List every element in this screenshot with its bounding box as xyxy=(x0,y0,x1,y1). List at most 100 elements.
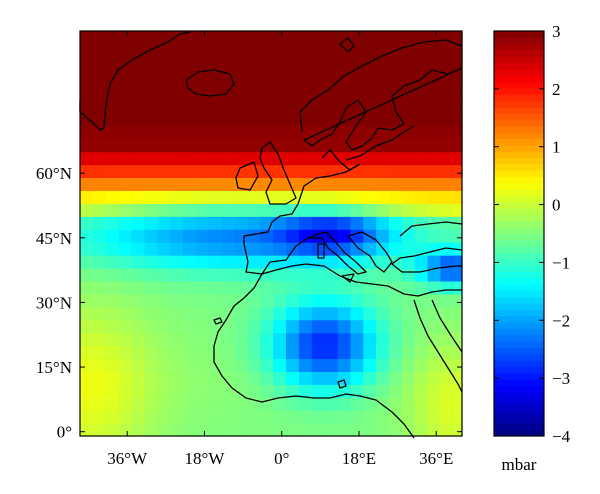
field-cell xyxy=(414,358,429,372)
field-cell xyxy=(324,35,339,49)
field-cell xyxy=(427,319,442,334)
colorbar-swatch xyxy=(494,94,544,102)
field-cell xyxy=(363,397,377,411)
colorbar-swatch xyxy=(494,214,544,222)
field-cell xyxy=(131,280,145,295)
field-cell xyxy=(92,397,107,411)
field-cell xyxy=(105,280,120,295)
field-cell xyxy=(131,229,145,243)
field-cell xyxy=(183,87,197,101)
field-cell xyxy=(105,35,120,49)
field-cell xyxy=(376,164,390,179)
field-cell xyxy=(350,242,364,256)
colorbar-swatch xyxy=(494,163,544,171)
colorbar-swatch xyxy=(494,31,544,38)
field-cell xyxy=(363,74,377,88)
field-cell xyxy=(311,306,326,321)
field-cell xyxy=(131,371,145,385)
field-cell xyxy=(195,35,210,49)
field-cell xyxy=(144,35,158,49)
field-cell xyxy=(298,332,313,347)
field-cell xyxy=(131,306,145,321)
field-cell xyxy=(247,267,261,282)
field-cell xyxy=(453,358,463,372)
field-cell xyxy=(389,74,403,88)
field-cell xyxy=(208,216,223,230)
field-cell xyxy=(440,138,455,153)
field-cell xyxy=(324,293,339,308)
field-cell xyxy=(427,177,442,192)
field-cell xyxy=(183,35,197,49)
field-cell xyxy=(221,190,236,204)
field-cell xyxy=(286,138,300,153)
field-cell xyxy=(440,229,455,243)
field-cell xyxy=(183,242,197,256)
field-cell xyxy=(324,384,339,398)
field-cell xyxy=(286,164,300,179)
field-cell xyxy=(350,87,364,101)
field-cell xyxy=(247,138,261,153)
field-cell xyxy=(208,423,223,437)
field-cell xyxy=(80,332,94,347)
field-cell xyxy=(183,397,197,411)
field-cell xyxy=(157,397,171,411)
field-cell xyxy=(453,190,463,204)
field-cell xyxy=(144,423,158,437)
field-cell xyxy=(427,164,442,179)
field-cell xyxy=(105,293,120,308)
field-cell xyxy=(195,306,210,321)
colorbar-tick-label: 1 xyxy=(552,138,561,157)
field-cell xyxy=(273,48,287,62)
colorbar-swatch xyxy=(494,315,544,323)
field-cell xyxy=(170,177,184,192)
field-cell xyxy=(170,35,184,49)
field-cell xyxy=(286,280,300,295)
field-cell xyxy=(414,177,429,192)
field-cell xyxy=(453,255,463,269)
field-cell xyxy=(324,99,339,114)
field-cell xyxy=(92,164,107,179)
field-cell xyxy=(389,164,403,179)
field-cell xyxy=(427,112,442,127)
field-cell xyxy=(427,423,442,437)
field-cell xyxy=(144,242,158,256)
field-cell xyxy=(118,293,133,308)
field-cell xyxy=(311,216,326,230)
colorbar-swatch xyxy=(494,309,544,317)
field-cell xyxy=(118,242,133,256)
field-cell xyxy=(427,358,442,372)
field-cell xyxy=(389,319,403,334)
field-cell xyxy=(363,319,377,334)
field-cell xyxy=(376,203,390,217)
field-cell xyxy=(105,423,120,437)
field-cell xyxy=(414,125,429,140)
field-cell xyxy=(80,35,94,49)
coast-great-britain xyxy=(259,141,297,205)
field-cell xyxy=(157,319,171,334)
field-cell xyxy=(286,332,300,347)
field-cell xyxy=(376,61,390,75)
field-cell xyxy=(144,164,158,179)
field-cell xyxy=(273,423,287,437)
field-cell xyxy=(208,410,223,424)
field-cell xyxy=(157,345,171,360)
field-cell xyxy=(298,319,313,334)
field-cell xyxy=(414,87,429,101)
field-cell xyxy=(401,48,416,62)
field-cell xyxy=(92,203,107,217)
field-cell xyxy=(376,332,390,347)
field-cell xyxy=(389,358,403,372)
field-cell xyxy=(401,293,416,308)
field-cell xyxy=(144,293,158,308)
field-cell xyxy=(105,397,120,411)
field-cell xyxy=(105,255,120,269)
colorbar-swatch xyxy=(494,417,544,424)
field-cell xyxy=(105,138,120,153)
field-cell xyxy=(92,87,107,101)
field-cell xyxy=(221,229,236,243)
field-cell xyxy=(92,410,107,424)
field-cell xyxy=(144,112,158,127)
field-cell xyxy=(376,151,390,166)
colorbar-swatch xyxy=(494,176,544,184)
